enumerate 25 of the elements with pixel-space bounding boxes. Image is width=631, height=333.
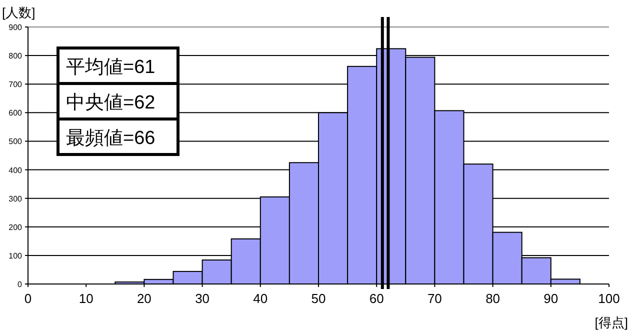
y-tick-label: 200	[8, 222, 23, 232]
y-tick-label: 400	[8, 166, 23, 175]
annotation: 最頻値=66	[66, 128, 156, 149]
y-tick-label: 0	[18, 280, 23, 289]
y-tick-label: 100	[8, 251, 23, 260]
y-axis-title: [人数]	[2, 5, 36, 20]
annotation: 平均値=61	[66, 57, 156, 78]
x-tick-label: 10	[78, 291, 94, 306]
x-tick-label: 70	[427, 291, 442, 306]
x-tick-label: 100	[598, 291, 620, 306]
x-tick-label: 20	[136, 291, 152, 306]
y-tick-label: 300	[8, 194, 23, 204]
y-tick-label: 900	[8, 23, 23, 32]
x-tick-label: 50	[311, 291, 326, 306]
x-tick-label: 90	[544, 291, 558, 306]
x-tick-label: 80	[486, 291, 500, 306]
y-tick-label: 700	[8, 80, 23, 90]
x-tick-label: 30	[195, 291, 210, 306]
y-tick-label: 500	[8, 137, 23, 146]
y-tick-label: 600	[8, 108, 23, 118]
x-tick-label: 40	[253, 291, 268, 306]
x-tick-label: 60	[369, 291, 384, 306]
annotation: 中央値=62	[66, 92, 156, 114]
y-tick-label: 800	[8, 52, 23, 61]
x-axis-title: [得点]	[594, 315, 628, 330]
